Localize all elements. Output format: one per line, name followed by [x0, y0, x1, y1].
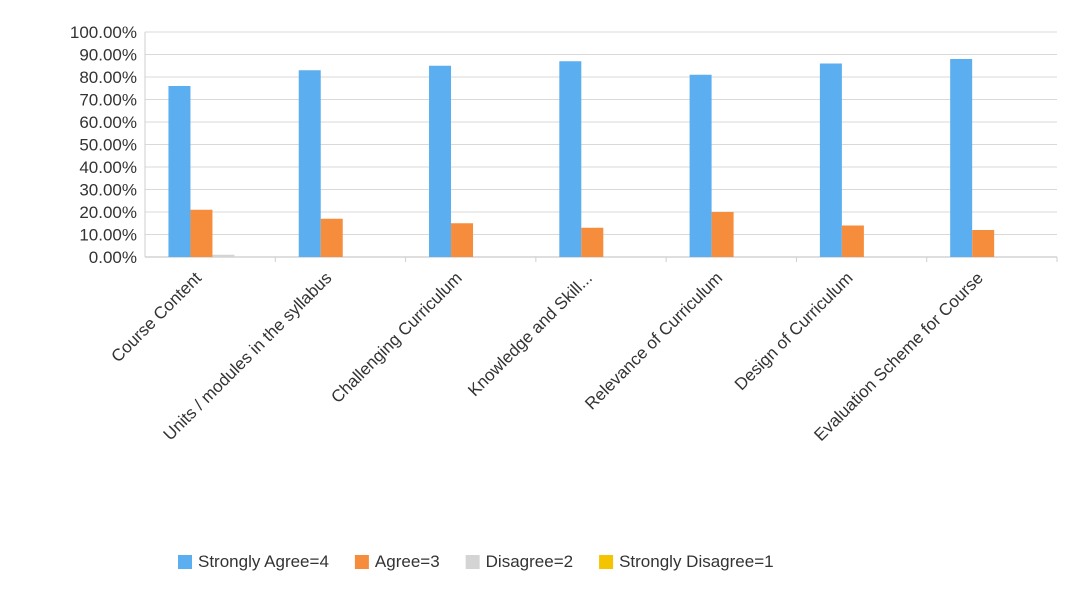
y-tick-label: 10.00%	[79, 226, 137, 245]
legend-swatch	[178, 555, 192, 569]
bar	[819, 63, 842, 257]
bar	[581, 227, 604, 257]
bar	[168, 86, 191, 257]
y-tick-label: 40.00%	[79, 158, 137, 177]
bar	[689, 74, 712, 257]
x-tick-label: Design of Curriculum	[731, 268, 857, 394]
bar	[320, 218, 343, 257]
bars	[168, 59, 995, 257]
y-tick-label: 50.00%	[79, 136, 137, 155]
y-tick-label: 0.00%	[89, 248, 137, 267]
legend-label: Strongly Disagree=1	[619, 552, 774, 571]
bar	[950, 59, 973, 257]
bar	[190, 209, 213, 257]
y-tick-label: 20.00%	[79, 203, 137, 222]
y-tick-label: 60.00%	[79, 113, 137, 132]
legend-label: Strongly Agree=4	[198, 552, 329, 571]
y-tick-label: 30.00%	[79, 181, 137, 200]
legend-swatch	[599, 555, 614, 569]
legend-swatch	[354, 555, 369, 569]
bar	[559, 61, 582, 257]
gridlines	[145, 31, 1057, 258]
bar	[212, 254, 235, 257]
x-tick-label: Relevance of Curriculum	[581, 268, 726, 413]
bar	[429, 65, 452, 257]
y-tick-label: 100.00%	[70, 23, 137, 42]
y-tick-label: 80.00%	[79, 68, 137, 87]
bar	[841, 225, 864, 257]
bar	[298, 70, 321, 257]
legend-label: Disagree=2	[486, 552, 573, 571]
bar	[711, 212, 734, 257]
x-tick-label: Challenging Curriculum	[327, 268, 465, 406]
bar	[972, 230, 995, 257]
x-tick-label: Course Content	[108, 268, 206, 366]
legend: Strongly Agree=4 Agree=3 Disagree=2 Strongl…	[178, 552, 774, 571]
x-tick-label: Knowledge and Skill...	[464, 268, 596, 400]
y-tick-label: 70.00%	[79, 91, 137, 110]
legend-label: Agree=3	[375, 552, 440, 571]
legend-swatch	[465, 555, 480, 569]
bar	[451, 223, 474, 257]
y-tick-label: 90.00%	[79, 46, 137, 65]
